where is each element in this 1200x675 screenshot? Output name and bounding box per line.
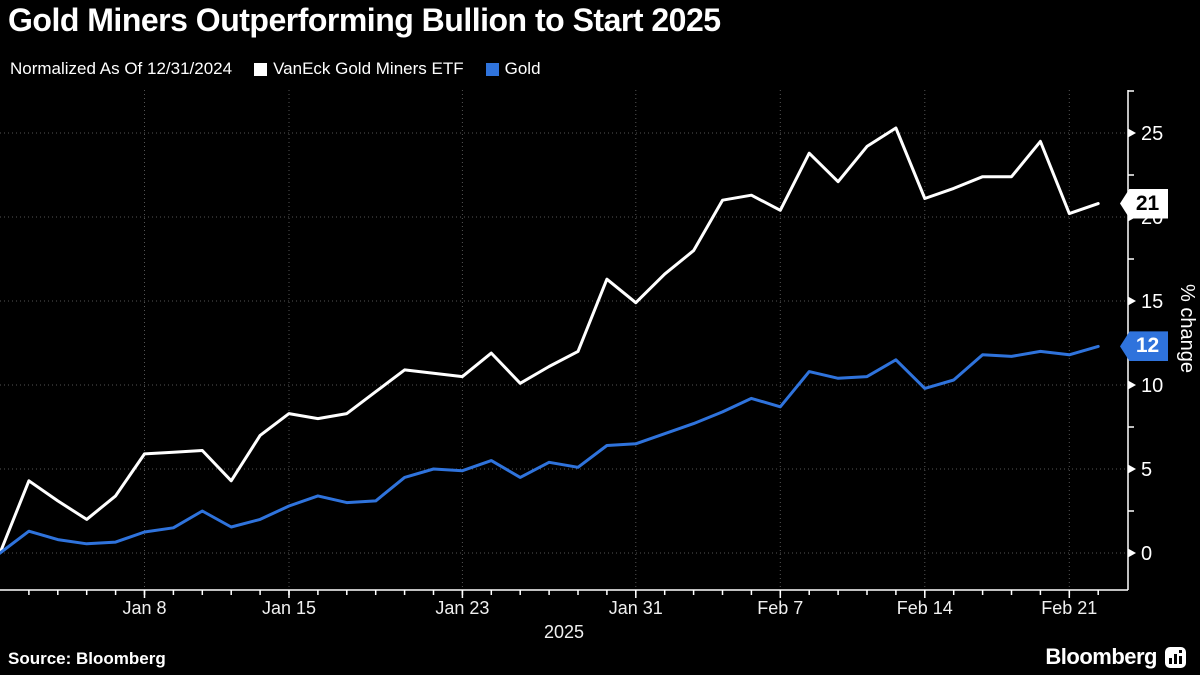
x-tick-label: Feb 21 — [1041, 598, 1097, 618]
legend-item-miners: VanEck Gold Miners ETF — [254, 59, 464, 79]
y-tick-label: 25 — [1141, 123, 1163, 145]
y-tick-label: 5 — [1141, 459, 1152, 481]
y-tick-arrow-icon — [1128, 464, 1136, 474]
y-tick-label: 0 — [1141, 543, 1152, 565]
bloomberg-logo: Bloomberg — [1045, 644, 1186, 670]
miners-swatch-icon — [254, 62, 268, 76]
x-tick-label: Feb 14 — [897, 598, 953, 618]
gold-end-value-badge: 12 — [1120, 331, 1168, 362]
y-tick-label: 10 — [1141, 375, 1163, 397]
gold-series-line — [0, 344, 1100, 555]
y-tick-label: 15 — [1141, 291, 1163, 313]
x-tick-label: Jan 31 — [609, 598, 663, 618]
bloomberg-terminal-icon — [1165, 646, 1186, 668]
y-tick-arrow-icon — [1128, 548, 1136, 558]
chart-title: Gold Miners Outperforming Bullion to Sta… — [8, 2, 721, 38]
bloomberg-wordmark: Bloomberg — [1045, 644, 1157, 669]
x-tick-label: Feb 7 — [757, 598, 803, 618]
x-tick-label: Jan 8 — [122, 598, 166, 618]
legend-item-gold: Gold — [485, 59, 541, 79]
source-attribution: Source: Bloomberg — [8, 649, 166, 668]
miners-end-value-badge: 21 — [1120, 188, 1168, 219]
y-tick-arrow-icon — [1128, 128, 1136, 138]
x-tick-label: Jan 15 — [262, 598, 316, 618]
legend-note: Normalized As Of 12/31/2024 — [10, 59, 233, 78]
x-tick-label: Jan 23 — [435, 598, 489, 618]
y-tick-arrow-icon — [1128, 380, 1136, 390]
y-axis-label: % change — [1176, 284, 1198, 373]
legend: Normalized As Of 12/31/2024 VanEck Gold … — [10, 59, 541, 79]
legend-label-gold: Gold — [504, 59, 541, 78]
x-axis-year-label: 2025 — [544, 622, 584, 642]
miners-series-line — [0, 126, 1100, 555]
legend-label-miners: VanEck Gold Miners ETF — [273, 59, 464, 78]
gold-swatch-icon — [485, 62, 499, 76]
y-tick-arrow-icon — [1128, 296, 1136, 306]
